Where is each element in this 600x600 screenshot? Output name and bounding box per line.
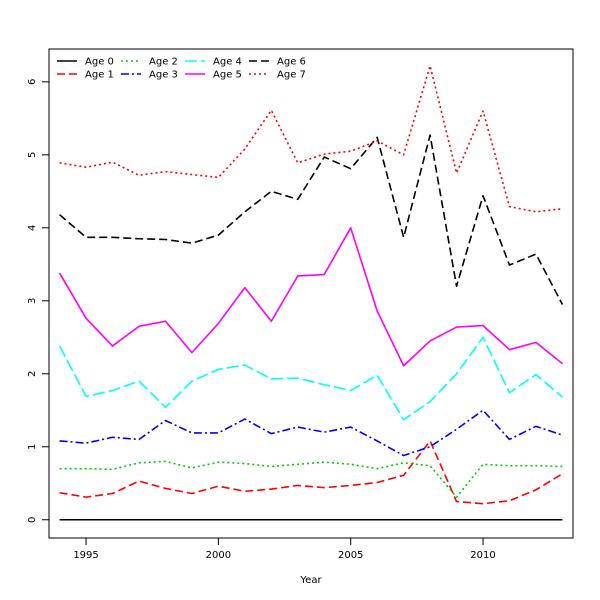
x-axis: 1995 2000 2005 2010	[73, 538, 496, 561]
plot-frame	[48, 48, 574, 539]
legend-label: Age 5	[213, 70, 242, 81]
y-tick-label: 1	[27, 444, 38, 450]
legend-label: Age 7	[277, 70, 306, 81]
series-line-age-2	[59, 460, 563, 498]
y-tick-label: 4	[27, 225, 38, 231]
x-tick-label: 2000	[206, 550, 231, 561]
series-layer	[58, 64, 564, 521]
series-line-age-6	[59, 134, 564, 305]
series-line-age-4	[58, 336, 563, 421]
y-tick-label: 2	[27, 371, 38, 377]
series-line-age-7	[59, 64, 563, 213]
legend-label: Age 4	[213, 57, 242, 68]
legend-label: Age 1	[85, 70, 114, 81]
x-tick-label: 1995	[73, 550, 98, 561]
legend-label: Age 0	[85, 57, 114, 68]
series-line-age-5	[58, 227, 563, 367]
x-tick-label: 2005	[338, 550, 363, 561]
y-tick-label: 6	[27, 79, 38, 85]
legend-label: Age 6	[277, 57, 306, 68]
series-line-age-1	[59, 440, 563, 505]
x-axis-title: Year	[299, 575, 322, 586]
x-tick-label: 2010	[470, 550, 495, 561]
y-axis: 0 1 2 3 4 5 6	[27, 79, 49, 523]
legend-label: Age 3	[149, 70, 178, 81]
y-tick-label: 5	[27, 152, 38, 158]
y-tick-label: 3	[27, 298, 38, 304]
series-line-age-3	[59, 409, 563, 457]
y-tick-label: 0	[27, 517, 38, 523]
legend: Age 0 Age 1 Age 2 Age 3 Age 4 Age 5 Age 6 Age 7	[57, 57, 306, 81]
legend-label: Age 2	[149, 57, 178, 68]
